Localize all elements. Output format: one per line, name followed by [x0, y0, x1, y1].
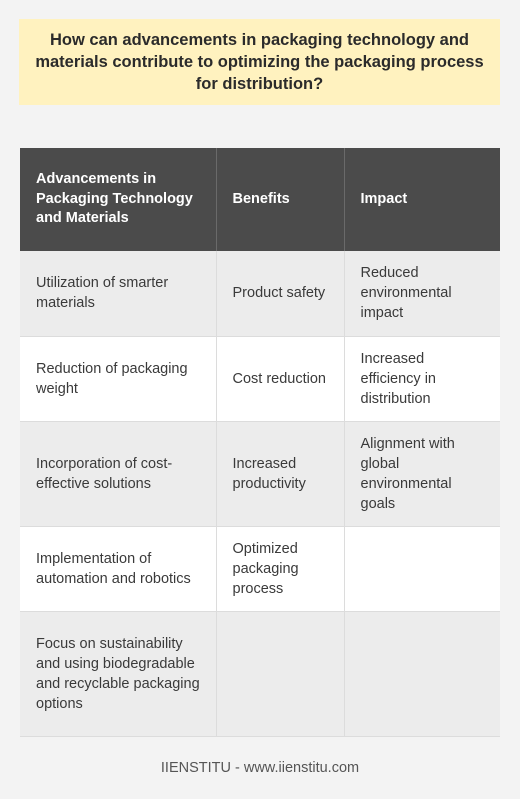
cell-benefit [216, 611, 345, 737]
cell-advancement: Implementation of automation and robotic… [20, 526, 217, 612]
table-row: Incorporation of cost-effective solution… [20, 421, 500, 527]
title-banner: How can advancements in packaging techno… [19, 19, 500, 105]
cell-benefit: Increased productivity [216, 421, 345, 527]
table-row: Utilization of smarter materials Product… [20, 251, 500, 337]
cell-impact: Increased efficiency in distribution [344, 336, 500, 422]
cell-advancement: Focus on sustainability and using biodeg… [20, 611, 217, 737]
cell-impact [344, 611, 500, 737]
comparison-table: Advancements in Packaging Technology and… [20, 148, 500, 737]
footer-credit: IIENSTITU - www.iienstitu.com [160, 760, 360, 776]
cell-advancement: Utilization of smarter materials [20, 251, 217, 337]
cell-advancement: Reduction of packaging weight [20, 336, 217, 422]
cell-benefit: Optimized packaging process [216, 526, 345, 612]
page-title: How can advancements in packaging techno… [35, 31, 484, 93]
cell-impact: Alignment with global environmental goal… [344, 421, 500, 527]
cell-impact [344, 526, 500, 612]
table-row: Reduction of packaging weight Cost reduc… [20, 336, 500, 422]
cell-benefit: Cost reduction [216, 336, 345, 422]
cell-impact: Reduced environmental impact [344, 251, 500, 337]
header-benefits: Benefits [216, 148, 345, 251]
cell-advancement: Incorporation of cost-effective solution… [20, 421, 217, 527]
table-header-row: Advancements in Packaging Technology and… [20, 148, 500, 251]
header-advancements: Advancements in Packaging Technology and… [20, 148, 217, 251]
table-row: Focus on sustainability and using biodeg… [20, 611, 500, 737]
cell-benefit: Product safety [216, 251, 345, 337]
table-row: Implementation of automation and robotic… [20, 526, 500, 612]
header-impact: Impact [344, 148, 500, 251]
